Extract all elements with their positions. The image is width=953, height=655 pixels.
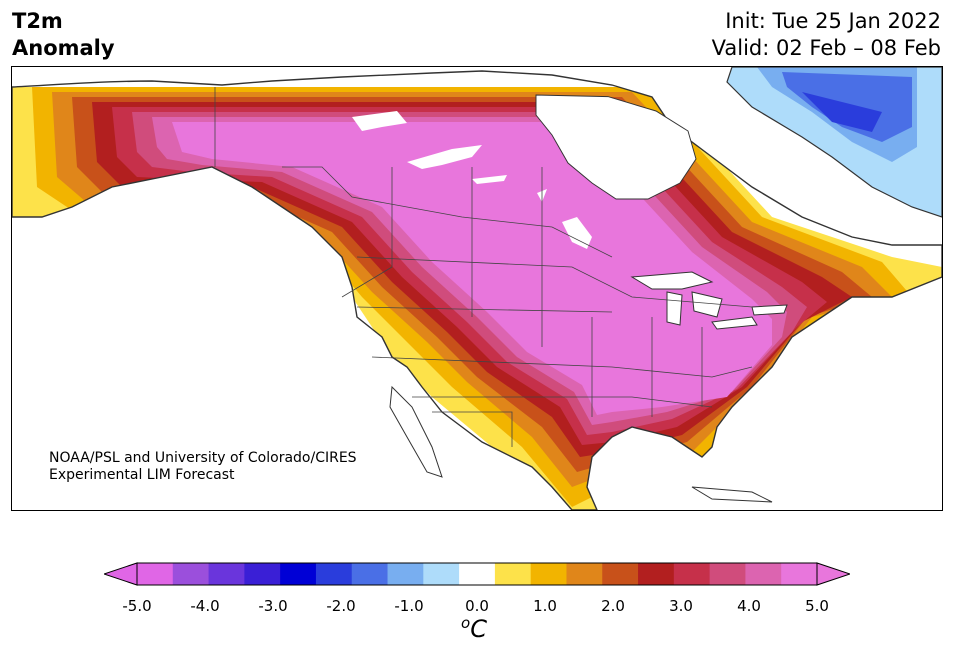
colorbar-tick-label: 2.0 bbox=[601, 597, 625, 615]
colorbar-cell bbox=[423, 563, 460, 585]
colorbar-tick-label: 1.0 bbox=[533, 597, 557, 615]
colorbar-frame bbox=[136, 562, 818, 586]
units-base: C bbox=[470, 615, 487, 643]
hudson-bay bbox=[535, 94, 697, 200]
cuba-outline bbox=[691, 486, 773, 503]
colorbar-cell bbox=[494, 563, 532, 585]
colorbar-under-arrow bbox=[104, 562, 138, 586]
colorbar-cell bbox=[745, 563, 782, 585]
colorbar-cell bbox=[244, 563, 281, 585]
colorbar-cell bbox=[208, 563, 245, 585]
colorbar-tick-label: -5.0 bbox=[122, 597, 152, 615]
forecast-dates: Init: Tue 25 Jan 2022 Valid: 02 Feb – 08… bbox=[712, 8, 941, 62]
political-borders bbox=[214, 87, 753, 447]
colorbar-cell bbox=[351, 563, 389, 585]
valid-period: Valid: 02 Feb – 08 Feb bbox=[711, 36, 941, 60]
colorbar-tick-label: 4.0 bbox=[737, 597, 761, 615]
colorbar-cell bbox=[315, 563, 353, 585]
colorbar-cell bbox=[709, 563, 746, 585]
units-degree: o bbox=[461, 614, 471, 632]
map-svg bbox=[12, 67, 942, 510]
colorbar-cell bbox=[638, 563, 675, 585]
map-title: T2m Anomaly bbox=[12, 8, 115, 62]
colorbar-cell bbox=[781, 563, 818, 585]
colorbar-cell bbox=[280, 563, 317, 585]
baja-outline bbox=[389, 385, 443, 478]
northern-lakes bbox=[352, 111, 592, 249]
great-lakes bbox=[630, 271, 788, 330]
colorbar-cell bbox=[530, 563, 567, 585]
colorbar-tick-label: 5.0 bbox=[805, 597, 829, 615]
title-variable: T2m bbox=[12, 9, 63, 33]
colorbar-cell bbox=[137, 563, 174, 585]
colorbar-cell bbox=[387, 563, 424, 585]
credit-line-1: NOAA/PSL and University of Colorado/CIRE… bbox=[49, 450, 357, 466]
colorbar-tick-label: 3.0 bbox=[669, 597, 693, 615]
greenland bbox=[726, 67, 942, 218]
colorbar-over-arrow bbox=[816, 562, 850, 586]
colorbar bbox=[104, 562, 850, 586]
colorbar-cell bbox=[566, 563, 603, 585]
init-date: Init: Tue 25 Jan 2022 bbox=[725, 9, 941, 33]
colorbar-cell bbox=[673, 563, 711, 585]
colorbar-tick-label: -3.0 bbox=[258, 597, 288, 615]
colorbar-units: oC bbox=[461, 614, 487, 643]
colorbar-tick-label: -2.0 bbox=[326, 597, 356, 615]
title-quantity: Anomaly bbox=[12, 36, 115, 60]
colorbar-tick-label: -1.0 bbox=[394, 597, 424, 615]
continent-outline bbox=[12, 70, 942, 510]
forecast-credit: NOAA/PSL and University of Colorado/CIRE… bbox=[49, 450, 357, 484]
colorbar-tick-label: -4.0 bbox=[190, 597, 220, 615]
credit-line-2: Experimental LIM Forecast bbox=[49, 467, 235, 483]
colorbar-tick-label: 0.0 bbox=[465, 597, 489, 615]
colorbar-cell bbox=[459, 563, 496, 585]
anomaly-map bbox=[11, 66, 943, 511]
colorbar-cell bbox=[602, 563, 639, 585]
colorbar-cell bbox=[172, 563, 210, 585]
